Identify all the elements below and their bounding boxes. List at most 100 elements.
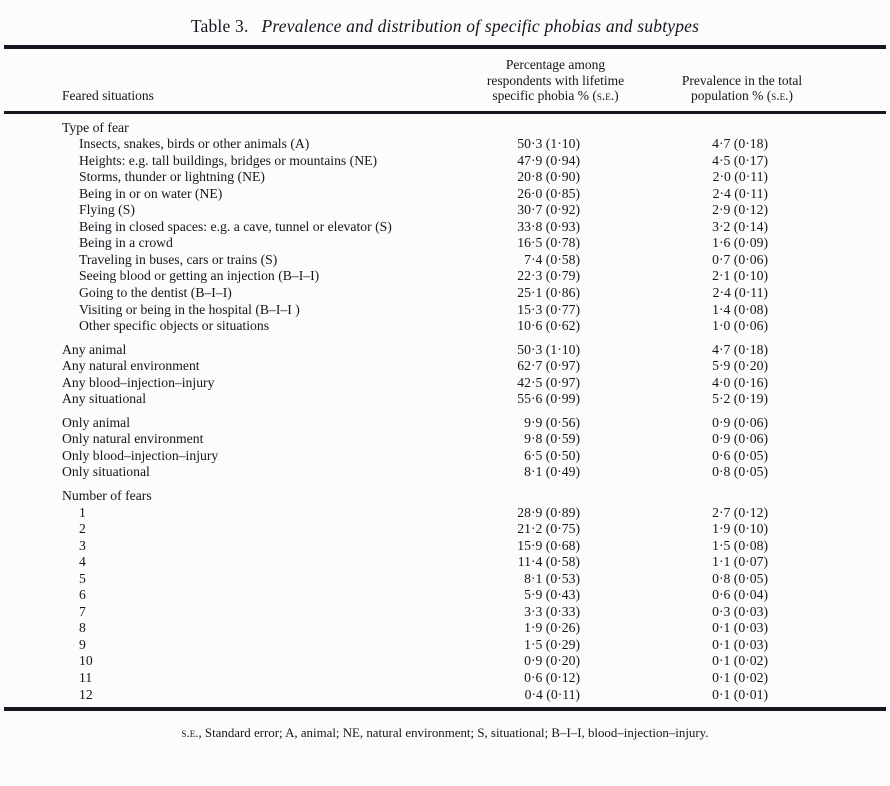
pct-lifetime-value: 30·7 (0·92) bbox=[517, 202, 580, 218]
prevalence-total-value: 0·1 (0·02) bbox=[712, 670, 768, 685]
feared-situation-label: Being in or on water (NE) bbox=[79, 185, 223, 201]
table-row: 10 0·9 (0·20) 0·1 (0·02) bbox=[0, 653, 890, 670]
prevalence-total-value: 1·5 (0·08) bbox=[712, 537, 768, 553]
feared-situation-label: Any natural environment bbox=[62, 358, 200, 374]
feared-situation-label: Any blood–injection–injury bbox=[62, 374, 215, 390]
prevalence-total-value bbox=[580, 120, 768, 137]
prevalence-total-value bbox=[580, 488, 768, 505]
feared-situation-label: Visiting or being in the hospital (B–I–I… bbox=[79, 301, 300, 317]
prevalence-total-value: 5·2 (0·19) bbox=[712, 391, 768, 407]
prevalence-total-value: 2·7 (0·12) bbox=[712, 504, 768, 520]
prevalence-total-value: 2·9 (0·12) bbox=[712, 202, 768, 218]
feared-situation-label: 9 bbox=[79, 636, 86, 652]
pct-lifetime-value: 20·8 (0·90) bbox=[517, 169, 580, 185]
table-row: Insects, snakes, birds or other animals … bbox=[0, 136, 890, 153]
feared-situation-label: 6 bbox=[79, 587, 86, 603]
pct-lifetime-value: 25·1 (0·86) bbox=[517, 284, 580, 300]
prevalence-total-value: 4·0 (0·16) bbox=[712, 374, 768, 390]
feared-situation-label: Going to the dentist (B–I–I) bbox=[79, 284, 232, 300]
column-header-prevalence-total: Prevalence in the total population % (s.… bbox=[681, 72, 803, 104]
feared-situation-label: Being in closed spaces: e.g. a cave, tun… bbox=[79, 218, 392, 234]
feared-situation-label: 11 bbox=[79, 670, 93, 685]
table-row: 4 11·4 (0·58) 1·1 (0·07) bbox=[0, 554, 890, 571]
column-header-feared-situations: Feared situations bbox=[62, 88, 154, 103]
feared-situation-label: 1 bbox=[79, 504, 86, 520]
table-row: Visiting or being in the hospital (B–I–I… bbox=[0, 302, 890, 319]
pct-lifetime-value: 16·5 (0·78) bbox=[517, 235, 580, 251]
table-section: Only animal 9·9 (0·56) 0·9 (0·06) Only n… bbox=[0, 415, 890, 481]
prevalence-total-value: 0·1 (0·03) bbox=[712, 636, 768, 652]
table-caption: Table 3. Prevalence and distribution of s… bbox=[0, 16, 890, 37]
table-row: Any situational 55·6 (0·99) 5·2 (0·19) bbox=[0, 391, 890, 408]
prevalence-total-value: 4·7 (0·18) bbox=[712, 136, 768, 152]
journal-table-page: Table 3. Prevalence and distribution of s… bbox=[0, 16, 890, 786]
footnote-text: , Standard error; A, animal; NE, natural… bbox=[198, 726, 709, 741]
pct-lifetime-value: 9·9 (0·56) bbox=[524, 414, 580, 430]
table-row: Only situational 8·1 (0·49) 0·8 (0·05) bbox=[0, 464, 890, 481]
prevalence-total-value: 4·5 (0·17) bbox=[712, 152, 768, 168]
table-row: Only blood–injection–injury 6·5 (0·50) 0… bbox=[0, 448, 890, 465]
feared-situation-label: Only natural environment bbox=[62, 431, 204, 447]
feared-situation-label: 2 bbox=[79, 521, 86, 537]
table-footnote: s.e., Standard error; A, animal; NE, nat… bbox=[0, 726, 890, 741]
pct-lifetime-value: 55·6 (0·99) bbox=[517, 391, 580, 407]
prevalence-total-value: 2·1 (0·10) bbox=[712, 268, 768, 284]
feared-situation-label: Only blood–injection–injury bbox=[62, 447, 219, 463]
section-header-label: Number of fears bbox=[62, 487, 152, 503]
feared-situation-label: 4 bbox=[79, 554, 86, 570]
pct-lifetime-value: 22·3 (0·79) bbox=[517, 268, 580, 284]
feared-situation-label: Any situational bbox=[62, 391, 147, 407]
prevalence-total-value: 0·6 (0·04) bbox=[712, 587, 768, 603]
prevalence-total-value: 0·9 (0·06) bbox=[712, 414, 768, 430]
table-row: Only natural environment 9·8 (0·59) 0·9 … bbox=[0, 431, 890, 448]
prevalence-total-value: 1·0 (0·06) bbox=[712, 318, 768, 334]
feared-situation-label: Being in a crowd bbox=[79, 235, 173, 251]
feared-situation-label: Heights: e.g. tall buildings, bridges or… bbox=[79, 152, 378, 168]
feared-situation-label: Any animal bbox=[62, 341, 127, 357]
pct-lifetime-value: 62·7 (0·97) bbox=[517, 358, 580, 374]
table-row: 8 1·9 (0·26) 0·1 (0·03) bbox=[0, 620, 890, 637]
table-row: 9 1·5 (0·29) 0·1 (0·03) bbox=[0, 637, 890, 654]
prevalence-total-value: 3·2 (0·14) bbox=[712, 218, 768, 234]
table-row: 7 3·3 (0·33) 0·3 (0·03) bbox=[0, 604, 890, 621]
table-row: 2 21·2 (0·75) 1·9 (0·10) bbox=[0, 521, 890, 538]
top-double-rule bbox=[4, 45, 886, 49]
prevalence-total-value: 2·0 (0·11) bbox=[712, 169, 768, 185]
table-title-text: Prevalence and distribution of specific … bbox=[261, 16, 700, 36]
table-row: Any animal 50·3 (1·10) 4·7 (0·18) bbox=[0, 342, 890, 359]
prevalence-total-value: 0·9 (0·06) bbox=[712, 431, 768, 447]
pct-lifetime-value: 0·6 (0·12) bbox=[524, 670, 580, 685]
pct-lifetime-value: 0·4 (0·11) bbox=[524, 686, 580, 702]
table-row: 11 0·6 (0·12) 0·1 (0·02) bbox=[0, 670, 890, 687]
section-header-row: Type of fear bbox=[0, 120, 890, 137]
table-row: 3 15·9 (0·68) 1·5 (0·08) bbox=[0, 538, 890, 555]
column-header-row: Feared situations Percentage among respo… bbox=[0, 49, 890, 111]
prevalence-total-value: 0·1 (0·02) bbox=[712, 653, 768, 669]
section-header-row: Number of fears bbox=[0, 488, 890, 505]
feared-situation-label: Insects, snakes, birds or other animals … bbox=[79, 136, 310, 152]
table-row: Any blood–injection–injury 42·5 (0·97) 4… bbox=[0, 375, 890, 392]
pct-lifetime-value: 5·9 (0·43) bbox=[524, 587, 580, 603]
pct-lifetime-value: 11·4 (0·58) bbox=[517, 554, 580, 570]
prevalence-total-value: 5·9 (0·20) bbox=[712, 358, 768, 374]
pct-lifetime-value: 8·1 (0·49) bbox=[524, 464, 580, 480]
table-row: 5 8·1 (0·53) 0·8 (0·05) bbox=[0, 571, 890, 588]
prevalence-total-value: 0·1 (0·01) bbox=[712, 686, 768, 702]
feared-situation-label: Only animal bbox=[62, 414, 131, 430]
feared-situation-label: Storms, thunder or lightning (NE) bbox=[79, 169, 265, 185]
table-row: Other specific objects or situations 10·… bbox=[0, 318, 890, 335]
prevalence-total-value: 0·6 (0·05) bbox=[712, 447, 768, 463]
table-number: Table 3. bbox=[190, 16, 249, 36]
pct-lifetime-value: 3·3 (0·33) bbox=[524, 603, 580, 619]
feared-situation-label: Only situational bbox=[62, 464, 150, 480]
pct-lifetime-value: 15·3 (0·77) bbox=[517, 301, 580, 317]
table-row: Only animal 9·9 (0·56) 0·9 (0·06) bbox=[0, 415, 890, 432]
prevalence-total-value: 4·7 (0·18) bbox=[712, 341, 768, 357]
prevalence-total-value: 0·8 (0·05) bbox=[712, 570, 768, 586]
table-row: Heights: e.g. tall buildings, bridges or… bbox=[0, 153, 890, 170]
pct-lifetime-value: 10·6 (0·62) bbox=[517, 318, 580, 334]
prevalence-total-value: 0·8 (0·05) bbox=[712, 464, 768, 480]
pct-lifetime-value: 47·9 (0·94) bbox=[517, 152, 580, 168]
pct-lifetime-value: 1·5 (0·29) bbox=[524, 636, 580, 652]
table-row: 12 0·4 (0·11) 0·1 (0·01) bbox=[0, 687, 890, 704]
